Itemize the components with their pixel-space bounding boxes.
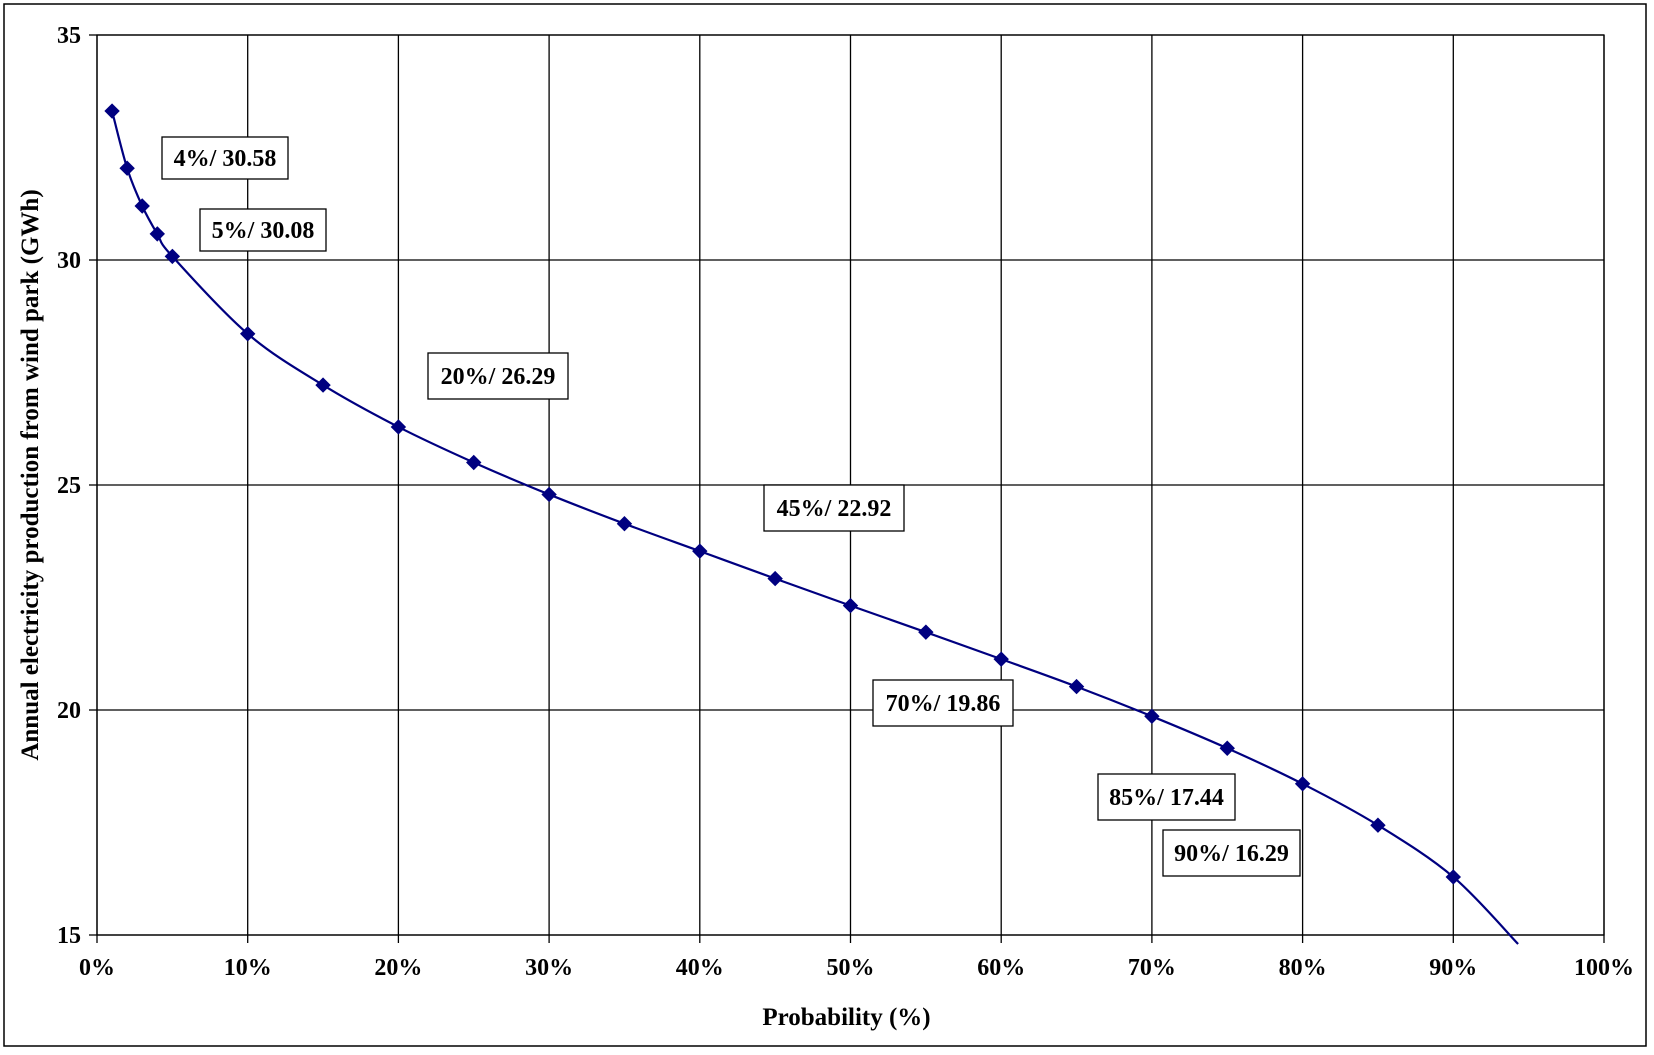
x-axis-title: Probability (%) xyxy=(762,1004,930,1031)
annotation-label: 90%/ 16.29 xyxy=(1174,841,1289,867)
y-tick-label: 30 xyxy=(57,248,81,274)
annotation-label: 45%/ 22.92 xyxy=(777,496,892,522)
data-point-marker xyxy=(119,160,135,176)
y-tick-label: 15 xyxy=(57,923,81,949)
data-point-marker xyxy=(692,543,708,559)
x-tick-label: 20% xyxy=(374,955,422,981)
annotation-label: 70%/ 19.86 xyxy=(886,691,1001,717)
y-tick-label: 35 xyxy=(57,23,81,49)
annotation-callout: 45%/ 22.92 xyxy=(763,484,905,532)
data-point-marker xyxy=(466,454,482,471)
data-point-marker xyxy=(918,624,934,640)
data-point-marker xyxy=(767,570,783,587)
chart-outer-border xyxy=(3,3,1647,1047)
data-point-marker xyxy=(149,226,165,242)
data-point-marker xyxy=(104,103,120,119)
data-point-marker xyxy=(842,597,859,614)
x-tick-label: 90% xyxy=(1429,955,1477,981)
x-tick-label: 60% xyxy=(977,955,1025,981)
annotation-callout: 90%/ 16.29 xyxy=(1162,829,1301,877)
x-tick-label: 30% xyxy=(525,955,573,981)
annotation-callout: 5%/ 30.08 xyxy=(199,208,327,252)
data-point-marker xyxy=(315,377,331,393)
annotation-box xyxy=(161,136,289,180)
y-axis-title: Annual electricity production from wind … xyxy=(17,189,44,760)
annotation-box xyxy=(1162,829,1301,877)
data-point-marker xyxy=(1219,740,1235,756)
data-point-marker xyxy=(993,651,1009,667)
x-tick-label: 80% xyxy=(1279,955,1327,981)
annotation-box xyxy=(427,352,569,400)
data-point-marker xyxy=(1068,678,1085,695)
data-point-marker xyxy=(390,419,407,435)
annotation-label: 85%/ 17.44 xyxy=(1109,785,1224,811)
x-tick-label: 40% xyxy=(676,955,724,981)
data-point-marker xyxy=(134,198,150,214)
data-point-marker xyxy=(1370,817,1386,833)
annotation-callout: 20%/ 26.29 xyxy=(427,352,569,400)
annotation-box xyxy=(1097,773,1236,821)
data-point-marker xyxy=(1144,708,1160,725)
data-point-marker xyxy=(164,248,181,265)
annotation-callout: 70%/ 19.86 xyxy=(872,679,1014,727)
x-tick-label: 70% xyxy=(1128,955,1176,981)
axis-tick-labels: 0% 10% 20% 30% 40% 50% 60% 70% 80% 90% 100% 15 20 25 3… xyxy=(57,23,1634,981)
series-layer xyxy=(104,103,1519,945)
data-point-marker xyxy=(239,326,256,342)
y-tick-label: 25 xyxy=(57,473,81,499)
annotation-box xyxy=(199,208,327,252)
data-point-marker xyxy=(1445,869,1462,885)
annotation-layer: 4%/ 30.58 5%/ 30.08 20%/ 26.29 45%/ 22.92 70… xyxy=(161,136,1301,877)
annotation-label: 4%/ 30.58 xyxy=(174,146,277,172)
annotation-box xyxy=(763,484,905,532)
data-point-marker xyxy=(541,486,557,503)
data-point-marker xyxy=(616,515,633,532)
annotation-callout: 4%/ 30.58 xyxy=(161,136,289,180)
annotation-label: 5%/ 30.08 xyxy=(212,218,315,244)
x-tick-label: 50% xyxy=(827,955,875,981)
plot-area-border xyxy=(96,34,1605,936)
x-tick-label: 100% xyxy=(1574,955,1634,981)
annotation-callout: 85%/ 17.44 xyxy=(1097,773,1236,821)
x-tick-label: 10% xyxy=(224,955,272,981)
annotation-label: 20%/ 26.29 xyxy=(441,364,556,390)
data-point-marker xyxy=(1294,776,1311,792)
y-tick-label: 20 xyxy=(57,698,81,724)
x-tick-label: 0% xyxy=(79,955,115,981)
annotation-box xyxy=(872,679,1014,727)
